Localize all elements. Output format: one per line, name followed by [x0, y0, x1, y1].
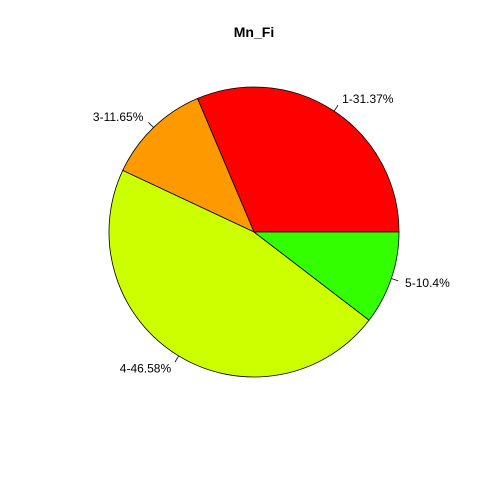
pie-label-tick-1 — [333, 104, 339, 112]
chart-title: Mn_Fi — [234, 24, 274, 40]
pie-label-3: 4-46.58% — [120, 361, 172, 375]
pie-slice-2 — [122, 97, 255, 233]
pie-label-1: 1-31.37% — [342, 92, 394, 106]
pie-label-tick-2 — [148, 122, 154, 128]
pie-slice-1 — [196, 86, 400, 233]
pie-labels: 1-31.37% 3-11.65% 4-46.58% 5-10.4% — [93, 92, 450, 375]
pie-slice-4 — [252, 231, 400, 321]
pie-label-tick-3 — [174, 355, 180, 363]
pie-slice-3 — [108, 169, 370, 378]
pie-label-2: 3-11.65% — [93, 110, 144, 124]
pie-label-4: 5-10.4% — [405, 276, 450, 290]
pie-slices — [108, 86, 400, 378]
pie-label-tick-4 — [391, 278, 399, 282]
